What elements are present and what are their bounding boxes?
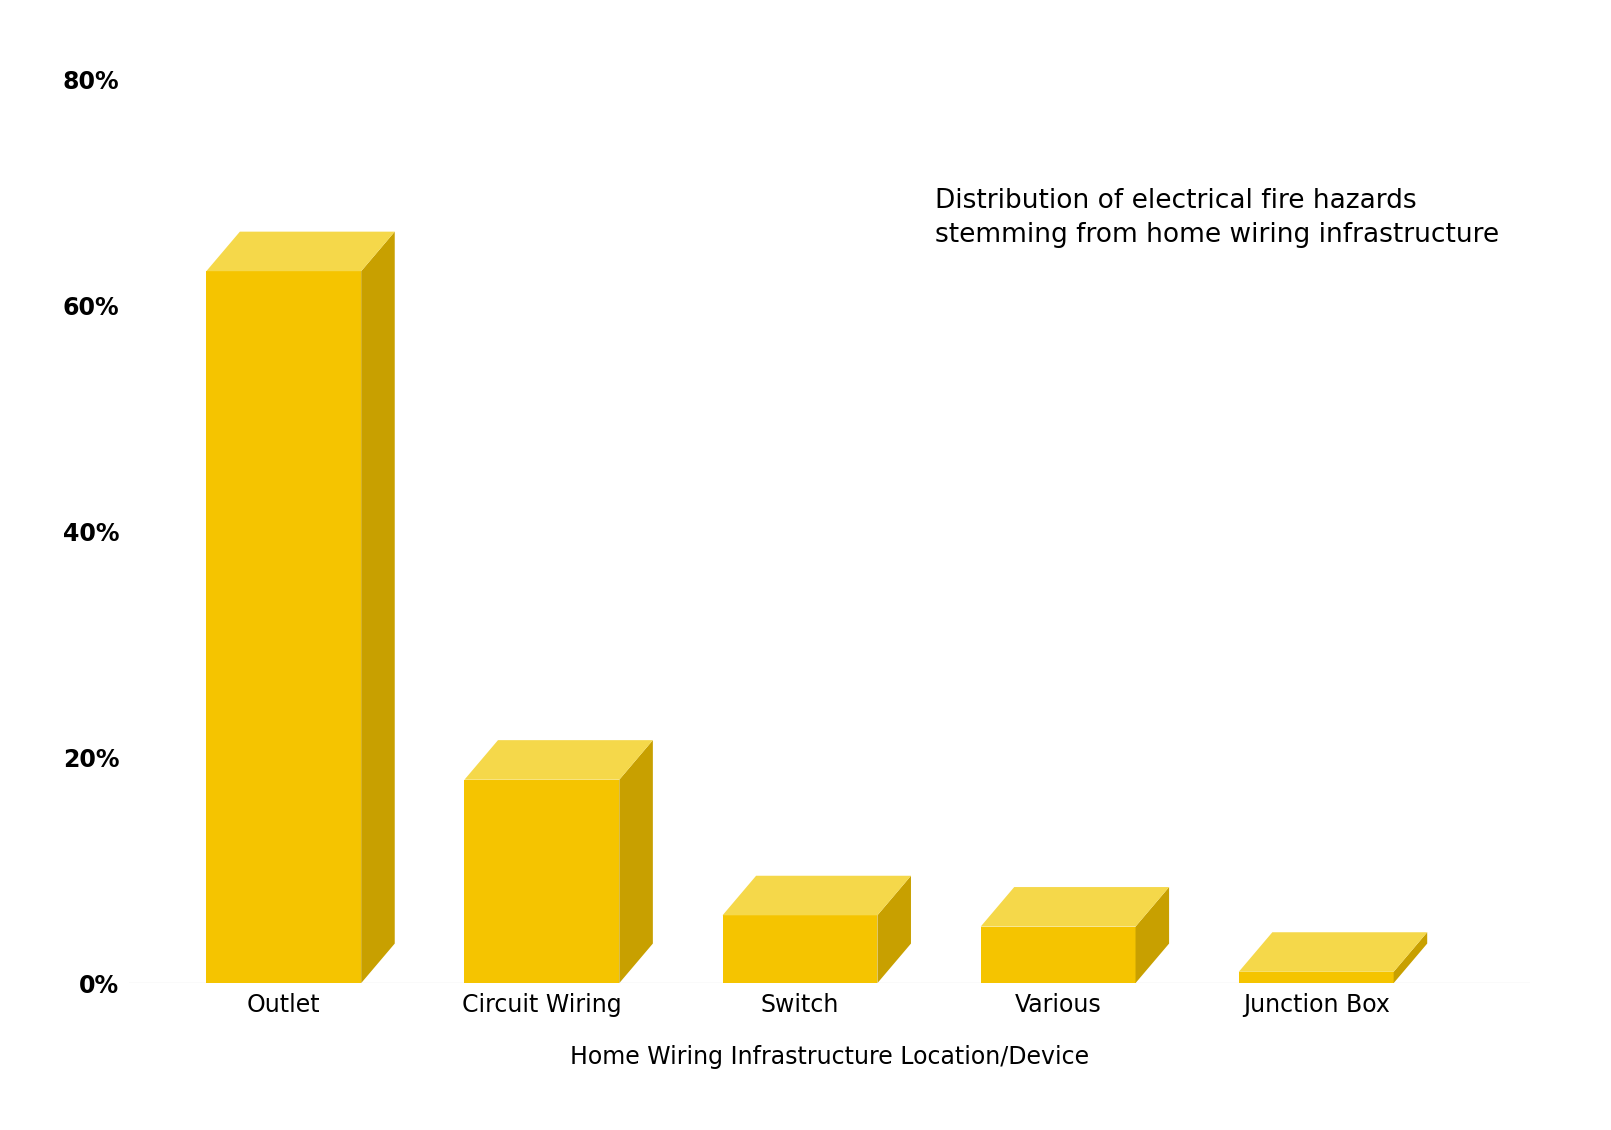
Polygon shape	[619, 740, 652, 983]
X-axis label: Home Wiring Infrastructure Location/Device: Home Wiring Infrastructure Location/Devi…	[570, 1044, 1089, 1069]
Polygon shape	[878, 876, 910, 983]
Polygon shape	[1394, 932, 1427, 983]
Polygon shape	[723, 876, 910, 915]
Polygon shape	[723, 915, 878, 983]
Polygon shape	[1239, 972, 1394, 983]
Polygon shape	[981, 887, 1170, 927]
Polygon shape	[1239, 932, 1427, 972]
Text: Distribution of electrical fire hazards
stemming from home wiring infrastructure: Distribution of electrical fire hazards …	[934, 188, 1498, 247]
Polygon shape	[206, 271, 361, 983]
Polygon shape	[361, 232, 395, 983]
Polygon shape	[464, 740, 652, 780]
Polygon shape	[981, 927, 1136, 983]
Polygon shape	[464, 780, 619, 983]
Polygon shape	[206, 232, 395, 271]
Polygon shape	[1136, 887, 1170, 983]
